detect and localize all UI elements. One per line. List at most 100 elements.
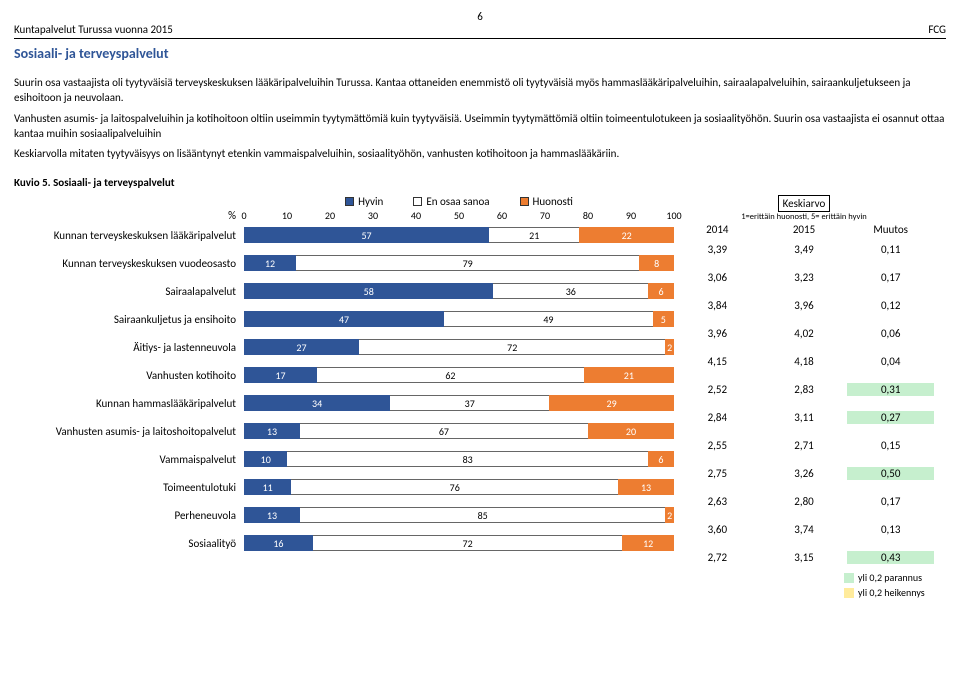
bar-track: 12798 — [244, 255, 674, 271]
value-2014: 2,55 — [674, 439, 761, 452]
table-header: Keskiarvo 1=erittäin huonosti, 5= erittä… — [674, 193, 934, 223]
value-2014: 3,06 — [674, 271, 761, 284]
bar-segment: 12 — [244, 255, 296, 271]
value-row: 2,723,150,43 — [674, 545, 934, 569]
value-row: 3,393,490,11 — [674, 237, 934, 261]
bar-segment: 8 — [639, 255, 674, 271]
value-2014: 2,75 — [674, 467, 761, 480]
section-title: Sosiaali- ja terveyspalvelut — [14, 45, 946, 62]
value-row: 2,632,800,17 — [674, 489, 934, 513]
value-change: 0,11 — [847, 243, 934, 256]
value-2014: 3,39 — [674, 243, 761, 256]
value-row: 2,552,710,15 — [674, 433, 934, 457]
row-label: Sairaalapalvelut — [14, 285, 244, 298]
value-2015: 3,74 — [761, 523, 848, 536]
value-row: 3,603,740,13 — [674, 517, 934, 541]
value-2014: 3,96 — [674, 327, 761, 340]
bar-segment: 13 — [618, 479, 674, 495]
bar-segment: 21 — [584, 367, 674, 383]
row-label: Kunnan hammaslääkäripalvelut — [14, 397, 244, 410]
bar-segment: 2 — [665, 507, 674, 523]
value-change: 0,27 — [847, 411, 934, 424]
year-muutos: Muutos — [847, 223, 934, 237]
value-change: 0,06 — [847, 327, 934, 340]
header-left: Kuntapalvelut Turussa vuonna 2015 — [14, 23, 173, 36]
axis-tick: 30 — [368, 209, 378, 222]
x-axis: 0102030405060708090100 — [244, 209, 674, 223]
bar-track: 572122 — [244, 227, 674, 243]
legend-hyvin: Hyvin — [358, 195, 383, 208]
page-header: Kuntapalvelut Turussa vuonna 2015 FCG — [14, 23, 946, 39]
value-change: 0,12 — [847, 299, 934, 312]
value-row: 2,753,260,50 — [674, 461, 934, 485]
value-2015: 3,15 — [761, 551, 848, 564]
bar-segment: 49 — [444, 311, 653, 327]
bar-segment: 21 — [489, 227, 579, 243]
legend-huonosti: Huonosti — [533, 195, 573, 208]
bar-segment: 76 — [291, 479, 618, 495]
bar-track: 13852 — [244, 507, 674, 523]
bar-segment: 57 — [244, 227, 489, 243]
bar-track: 136720 — [244, 423, 674, 439]
value-change: 0,17 — [847, 271, 934, 284]
change-legend: yli 0,2 parannus yli 0,2 heikennys — [844, 571, 934, 599]
legend-eos: En osaa sanoa — [426, 195, 489, 208]
bar-segment: 6 — [648, 283, 674, 299]
value-row: 3,964,020,06 — [674, 321, 934, 345]
value-2014: 3,60 — [674, 523, 761, 536]
value-2014: 2,72 — [674, 551, 761, 564]
value-2015: 3,23 — [761, 271, 848, 284]
row-label: Perheneuvola — [14, 509, 244, 522]
legend: Hyvin En osaa sanoa Huonosti — [244, 193, 674, 209]
bar-track: 58366 — [244, 283, 674, 299]
value-row: 3,843,960,12 — [674, 293, 934, 317]
value-2014: 2,52 — [674, 383, 761, 396]
bar-track: 10836 — [244, 451, 674, 467]
value-2015: 3,11 — [761, 411, 848, 424]
value-change: 0,17 — [847, 495, 934, 508]
legend-improve: yli 0,2 parannus — [858, 571, 922, 584]
value-2015: 2,83 — [761, 383, 848, 396]
keskiarvo-subhead: 1=erittäin huonosti, 5= erittäin hyvin — [674, 212, 934, 222]
axis-tick: 10 — [282, 209, 292, 222]
paragraph-2: Vanhusten asumis- ja laitospalveluihin j… — [14, 112, 946, 142]
bar-segment: 12 — [622, 535, 674, 551]
value-2014: 2,63 — [674, 495, 761, 508]
value-2014: 2,84 — [674, 411, 761, 424]
value-change: 0,04 — [847, 355, 934, 368]
row-label: Sosiaalityö — [14, 537, 244, 550]
value-2015: 2,71 — [761, 439, 848, 452]
bar-segment: 10 — [244, 451, 287, 467]
bar-segment: 83 — [287, 451, 648, 467]
bar-segment: 67 — [300, 423, 588, 439]
value-change: 0,15 — [847, 439, 934, 452]
value-change: 0,43 — [847, 551, 934, 564]
bar-segment: 20 — [588, 423, 674, 439]
bar-segment: 13 — [244, 507, 300, 523]
value-2014: 4,15 — [674, 355, 761, 368]
legend-decline: yli 0,2 heikennys — [858, 586, 925, 599]
row-label: Kunnan terveyskeskuksen lääkäripalvelut — [14, 229, 244, 242]
bar-track: 47495 — [244, 311, 674, 327]
bar-track: 343729 — [244, 395, 674, 411]
bar-track: 167212 — [244, 535, 674, 551]
chart-container: % Kunnan terveyskeskuksen lääkäripalvelu… — [14, 193, 946, 599]
bar-segment: 58 — [244, 283, 493, 299]
row-label: Vanhusten asumis- ja laitoshoitopalvelut — [14, 425, 244, 438]
value-2015: 2,80 — [761, 495, 848, 508]
axis-tick: 60 — [497, 209, 507, 222]
value-row: 2,522,830,31 — [674, 377, 934, 401]
value-2015: 4,18 — [761, 355, 848, 368]
bar-segment: 47 — [244, 311, 444, 327]
bar-segment: 13 — [244, 423, 300, 439]
value-2015: 3,26 — [761, 467, 848, 480]
header-right: FCG — [928, 23, 946, 36]
row-label: Vammaispalvelut — [14, 453, 244, 466]
axis-tick: 100 — [666, 209, 681, 222]
value-change: 0,13 — [847, 523, 934, 536]
axis-tick: 50 — [454, 209, 464, 222]
year-2014: 2014 — [674, 223, 761, 237]
bar-segment: 34 — [244, 395, 390, 411]
page-number: 6 — [14, 10, 946, 23]
value-change: 0,31 — [847, 383, 934, 396]
